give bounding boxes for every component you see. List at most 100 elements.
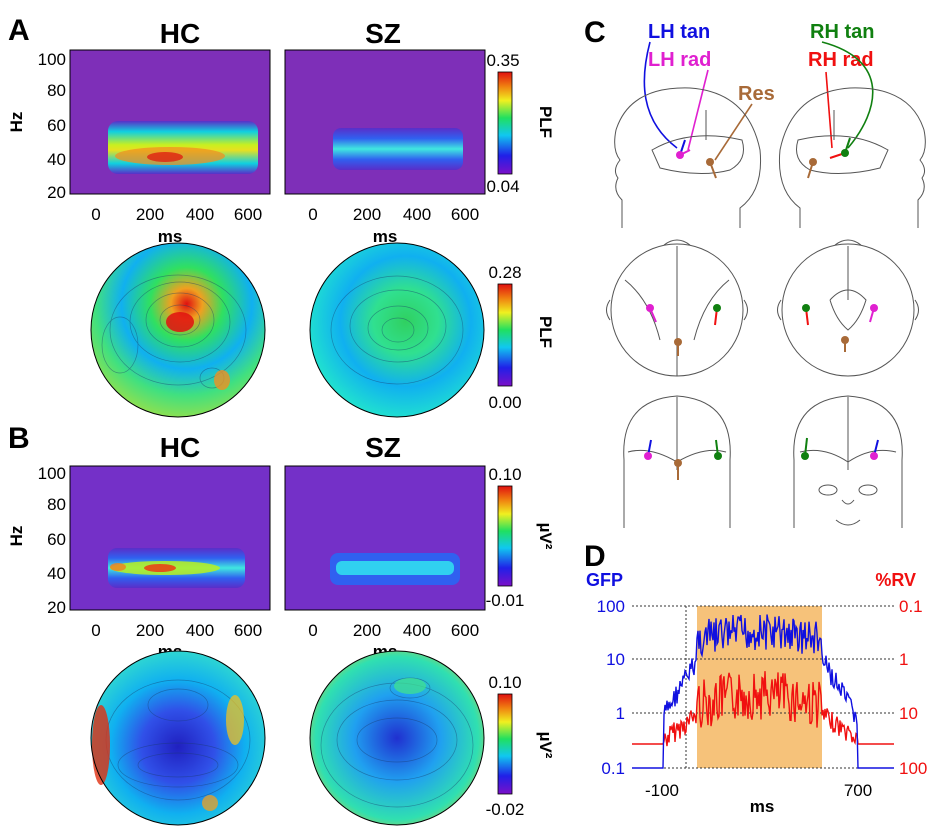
panel-a-sz-xtick-200: 200 <box>353 205 381 224</box>
panel-a-hc-x-label: ms <box>158 227 183 246</box>
panel-b-colorbar-min: -0.01 <box>486 591 525 610</box>
panel-a-topo-colorbar: 0.28 0.00 PLF <box>488 263 555 412</box>
panel-a-ytick-60: 60 <box>47 116 66 135</box>
panel-a-sz-title: SZ <box>365 18 401 49</box>
panel-b-ytick-100: 100 <box>38 464 66 483</box>
dipoles-right-side <box>807 137 851 179</box>
panel-b-colorbar-label: µV² <box>536 523 555 550</box>
panel-a-y-label: Hz <box>7 112 26 133</box>
panel-a-sz-topomap <box>309 242 485 418</box>
panel-a-sz-xtick-0: 0 <box>308 205 317 224</box>
label-lh-tan: LH tan <box>648 21 710 43</box>
panel-b-topo-colorbar-max: 0.10 <box>488 673 521 692</box>
dipoles-front <box>801 437 879 460</box>
panel-b: B HC SZ Hz 100 80 60 40 20 0 200 400 600… <box>7 422 555 826</box>
label-rh-tan: RH tan <box>810 21 874 43</box>
panel-a-ytick-20: 20 <box>47 183 66 202</box>
panel-b-topo-colorbar-min: -0.02 <box>486 800 525 819</box>
rv-tick-1: 1 <box>899 650 908 669</box>
dipoles-back <box>644 439 722 480</box>
panel-b-topo-colorbar-label: µV² <box>536 732 555 759</box>
panel-a-sz-spectrogram <box>284 49 486 195</box>
panel-b-hc-topomap <box>90 650 266 826</box>
panel-a-colorbar: 0.35 0.04 PLF <box>486 51 555 196</box>
arrow-lh-rad <box>687 69 709 151</box>
dipoles-left-side <box>676 139 717 179</box>
panel-b-ytick-20: 20 <box>47 598 66 617</box>
panel-b-sz-xtick-0: 0 <box>308 621 317 640</box>
panel-a-topo-colorbar-label: PLF <box>536 316 555 348</box>
panel-a-hc-xtick-600: 600 <box>234 205 262 224</box>
panel-a-sz-xtick-400: 400 <box>403 205 431 224</box>
head-left-side-view <box>614 87 762 228</box>
panel-b-hc-xtick-0: 0 <box>91 621 100 640</box>
panel-d-right-axis-title: %RV <box>875 570 916 590</box>
panel-d: D GFP %RV 100 10 1 0.1 0.1 1 10 100 <box>584 540 927 816</box>
panel-a-hc-xtick-200: 200 <box>136 205 164 224</box>
panel-d-left-axis-title: GFP <box>586 570 623 590</box>
panel-a-ytick-80: 80 <box>47 81 66 100</box>
panel-a-colorbar-max: 0.35 <box>486 51 519 70</box>
panel-b-y-label: Hz <box>7 526 26 547</box>
head-right-side-view <box>778 87 926 228</box>
rv-tick-10: 10 <box>899 704 918 723</box>
label-res: Res <box>738 83 775 105</box>
panel-a-topo-colorbar-min: 0.00 <box>488 393 521 412</box>
arrow-rh-tan <box>821 41 874 149</box>
panel-a-hc-title: HC <box>160 18 200 49</box>
panel-b-hc-spectrogram <box>69 465 271 611</box>
panel-a-ytick-40: 40 <box>47 150 66 169</box>
panel-b-sz-topomap <box>309 650 485 826</box>
panel-b-letter: B <box>8 422 30 455</box>
panel-a-colorbar-min: 0.04 <box>486 177 519 196</box>
panel-d-right-ticks: 0.1 1 10 100 <box>899 597 927 778</box>
label-rh-rad: RH rad <box>808 49 874 71</box>
panel-d-xtick-minus-100: -100 <box>645 781 679 800</box>
arrow-rh-rad <box>825 71 833 149</box>
panel-a: A HC SZ Hz 100 80 60 40 20 0 200 400 60 <box>7 14 555 418</box>
panel-b-sz-xtick-400: 400 <box>403 621 431 640</box>
gfp-tick-100: 100 <box>597 597 625 616</box>
panel-b-hc-title: HC <box>160 432 200 463</box>
panel-b-sz-xtick-600: 600 <box>451 621 479 640</box>
panel-b-colorbar: 0.10 -0.01 µV² <box>486 465 555 610</box>
panel-b-sz-xtick-200: 200 <box>353 621 381 640</box>
panel-d-x-label: ms <box>750 797 775 816</box>
panel-b-sz-spectrogram <box>284 465 486 611</box>
panel-b-ytick-40: 40 <box>47 564 66 583</box>
arrow-lh-tan <box>643 41 678 149</box>
dipoles-top-right <box>802 304 878 352</box>
panel-a-ytick-100: 100 <box>38 50 66 69</box>
gfp-tick-1: 1 <box>616 704 625 723</box>
panel-c: C LH tan LH rad Res RH tan RH rad <box>584 16 926 528</box>
gfp-trace <box>632 614 894 769</box>
panel-b-colorbar-max: 0.10 <box>488 465 521 484</box>
panel-d-letter: D <box>584 540 606 573</box>
panel-a-sz-xtick-600: 600 <box>451 205 479 224</box>
panel-d-xtick-700: 700 <box>844 781 872 800</box>
rv-tick-0-1: 0.1 <box>899 597 923 616</box>
panel-b-hc-xtick-400: 400 <box>186 621 214 640</box>
dipoles-top-left <box>646 304 721 356</box>
rv-trace <box>632 671 894 747</box>
gfp-tick-10: 10 <box>606 650 625 669</box>
gfp-tick-0-1: 0.1 <box>601 759 625 778</box>
panel-b-hc-xtick-600: 600 <box>234 621 262 640</box>
panel-a-hc-xtick-0: 0 <box>91 205 100 224</box>
panel-a-hc-topomap <box>90 242 266 418</box>
panel-a-hc-spectrogram <box>69 49 271 195</box>
panel-c-letter: C <box>584 16 606 49</box>
panel-a-topo-colorbar-max: 0.28 <box>488 263 521 282</box>
panel-d-gridlines <box>632 605 894 769</box>
panel-b-ytick-60: 60 <box>47 530 66 549</box>
panel-a-sz-x-label: ms <box>373 227 398 246</box>
panel-b-ytick-80: 80 <box>47 495 66 514</box>
panel-a-letter: A <box>8 14 30 47</box>
panel-b-sz-title: SZ <box>365 432 401 463</box>
arrow-res <box>714 103 753 161</box>
head-front-view <box>793 395 903 528</box>
rv-tick-100: 100 <box>899 759 927 778</box>
panel-b-topo-colorbar: 0.10 -0.02 µV² <box>486 673 555 819</box>
head-top-view-right <box>777 239 919 377</box>
